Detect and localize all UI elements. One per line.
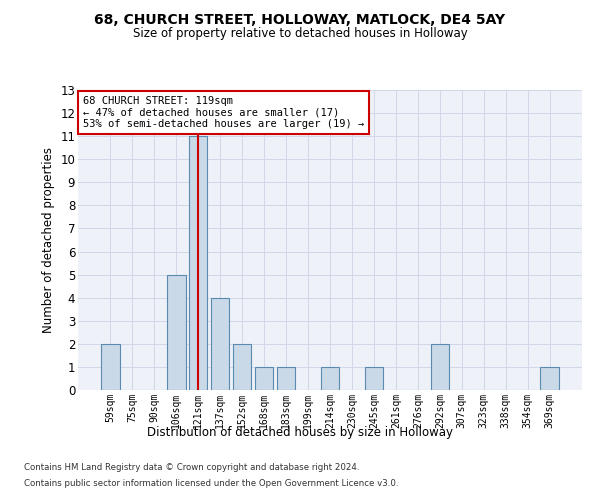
Bar xyxy=(233,344,251,390)
Text: Contains HM Land Registry data © Crown copyright and database right 2024.: Contains HM Land Registry data © Crown c… xyxy=(24,464,359,472)
Bar xyxy=(101,344,119,390)
Text: Contains public sector information licensed under the Open Government Licence v3: Contains public sector information licen… xyxy=(24,478,398,488)
Text: Distribution of detached houses by size in Holloway: Distribution of detached houses by size … xyxy=(147,426,453,439)
Bar xyxy=(365,367,383,390)
Bar xyxy=(189,136,208,390)
Bar xyxy=(167,274,185,390)
Bar xyxy=(277,367,295,390)
Bar xyxy=(320,367,340,390)
Text: 68 CHURCH STREET: 119sqm
← 47% of detached houses are smaller (17)
53% of semi-d: 68 CHURCH STREET: 119sqm ← 47% of detach… xyxy=(83,96,364,129)
Y-axis label: Number of detached properties: Number of detached properties xyxy=(41,147,55,333)
Bar xyxy=(431,344,449,390)
Text: Size of property relative to detached houses in Holloway: Size of property relative to detached ho… xyxy=(133,28,467,40)
Bar xyxy=(541,367,559,390)
Text: 68, CHURCH STREET, HOLLOWAY, MATLOCK, DE4 5AY: 68, CHURCH STREET, HOLLOWAY, MATLOCK, DE… xyxy=(94,12,506,26)
Bar xyxy=(255,367,274,390)
Bar xyxy=(211,298,229,390)
